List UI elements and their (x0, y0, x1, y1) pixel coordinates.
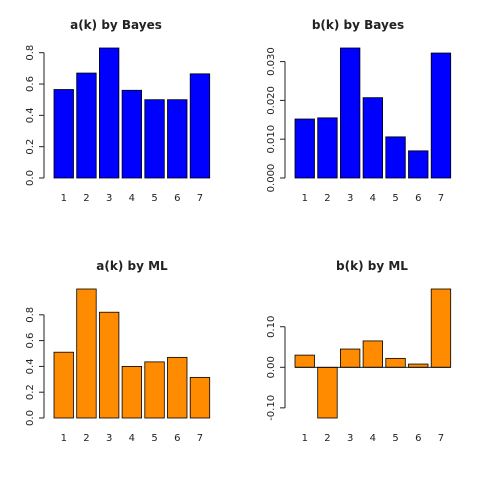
x-tick-label: 7 (197, 193, 203, 204)
bar-1 (53, 89, 74, 179)
x-tick-label: 6 (415, 193, 421, 204)
x-tick-label: 1 (61, 433, 67, 444)
x-tick-label: 1 (302, 193, 308, 204)
chart-title: a(k) by Bayes (70, 18, 162, 32)
bar-3 (99, 47, 120, 179)
bar-6 (408, 363, 429, 368)
x-tick-label: 7 (438, 433, 444, 444)
bar-3 (99, 311, 120, 419)
x-tick-label: 1 (302, 433, 308, 444)
x-tick-label: 2 (83, 193, 89, 204)
y-tick-label: 0.6 (25, 333, 36, 349)
y-tick-label: 0.000 (266, 164, 277, 193)
y-tick-label: 0.8 (25, 45, 36, 61)
bar-1 (53, 351, 74, 419)
y-tick-label: 0.2 (25, 384, 36, 400)
x-tick-label: 2 (324, 193, 330, 204)
x-tick-label: 4 (129, 433, 135, 444)
x-tick-label: 3 (347, 193, 353, 204)
x-tick-label: 5 (151, 433, 157, 444)
x-tick-label: 4 (370, 193, 376, 204)
y-tick-label: 0.00 (266, 356, 277, 378)
y-tick-label: -0.10 (266, 395, 277, 421)
bar-4 (121, 365, 142, 419)
bar-5 (144, 99, 165, 179)
chart-panel-4: b(k) by ML 1 2 3 4 5 6 7 -0.10 0.00 0.10 (266, 259, 452, 444)
bar-7 (189, 73, 211, 179)
x-tick-label: 6 (174, 433, 180, 444)
bar-3 (339, 47, 361, 179)
bar-4 (362, 340, 384, 368)
y-tick-label: 0.10 (266, 316, 277, 338)
y-tick-label: 0.030 (266, 47, 277, 76)
bar-6 (167, 99, 188, 179)
x-tick-label: 4 (129, 193, 135, 204)
bar-4 (121, 89, 142, 179)
bar-5 (385, 357, 406, 368)
y-tick-label: 0.6 (25, 76, 36, 92)
chart-title: a(k) by ML (96, 259, 168, 273)
bar-7 (430, 288, 452, 368)
x-tick-label: 5 (392, 193, 398, 204)
y-tick-label: 0.4 (25, 358, 36, 374)
chart-title: b(k) by Bayes (312, 18, 404, 32)
chart-panel-3: a(k) by ML 1 2 3 4 5 6 7 0.0 0.2 0.4 0.6 0.8 (25, 259, 211, 444)
bar-2 (317, 366, 338, 419)
x-tick-label: 7 (438, 193, 444, 204)
y-tick-label: 0.0 (25, 170, 36, 186)
x-tick-label: 3 (347, 433, 353, 444)
bar-2 (76, 72, 97, 179)
x-tick-label: 3 (106, 433, 112, 444)
bar-4 (362, 97, 384, 179)
y-tick-label: 0.010 (266, 125, 277, 154)
x-tick-label: 2 (324, 433, 330, 444)
x-tick-label: 1 (61, 193, 67, 204)
y-tick-label: 0.2 (25, 139, 36, 155)
x-tick-label: 5 (392, 433, 398, 444)
chart-panel-2: b(k) by Bayes 1 2 3 4 5 6 7 0.000 0.010 0.020 0.030 (266, 18, 452, 204)
bar-2 (76, 288, 97, 419)
x-tick-label: 4 (370, 433, 376, 444)
y-tick-label: 0.0 (25, 410, 36, 426)
bar-5 (385, 136, 406, 179)
bar-7 (430, 52, 452, 179)
bar-6 (167, 356, 188, 419)
y-tick-label: 0.8 (25, 307, 36, 323)
bar-1 (294, 118, 315, 179)
chart-title: b(k) by ML (336, 259, 408, 273)
chart-panel-1: a(k) by Bayes 1 2 3 4 5 6 7 0.0 0.2 0.4 0.6 0.8 (25, 18, 211, 204)
y-tick-label: 0.020 (266, 86, 277, 115)
x-tick-label: 6 (174, 193, 180, 204)
x-tick-label: 6 (415, 433, 421, 444)
bar-1 (294, 354, 315, 368)
bar-5 (144, 361, 165, 419)
bar-6 (408, 150, 429, 179)
x-tick-label: 7 (197, 433, 203, 444)
x-tick-label: 2 (83, 433, 89, 444)
x-tick-label: 3 (106, 193, 112, 204)
x-tick-label: 5 (151, 193, 157, 204)
bar-7 (189, 376, 211, 419)
bar-3 (339, 348, 361, 368)
y-tick-label: 0.4 (25, 107, 36, 123)
bar-2 (317, 117, 338, 179)
